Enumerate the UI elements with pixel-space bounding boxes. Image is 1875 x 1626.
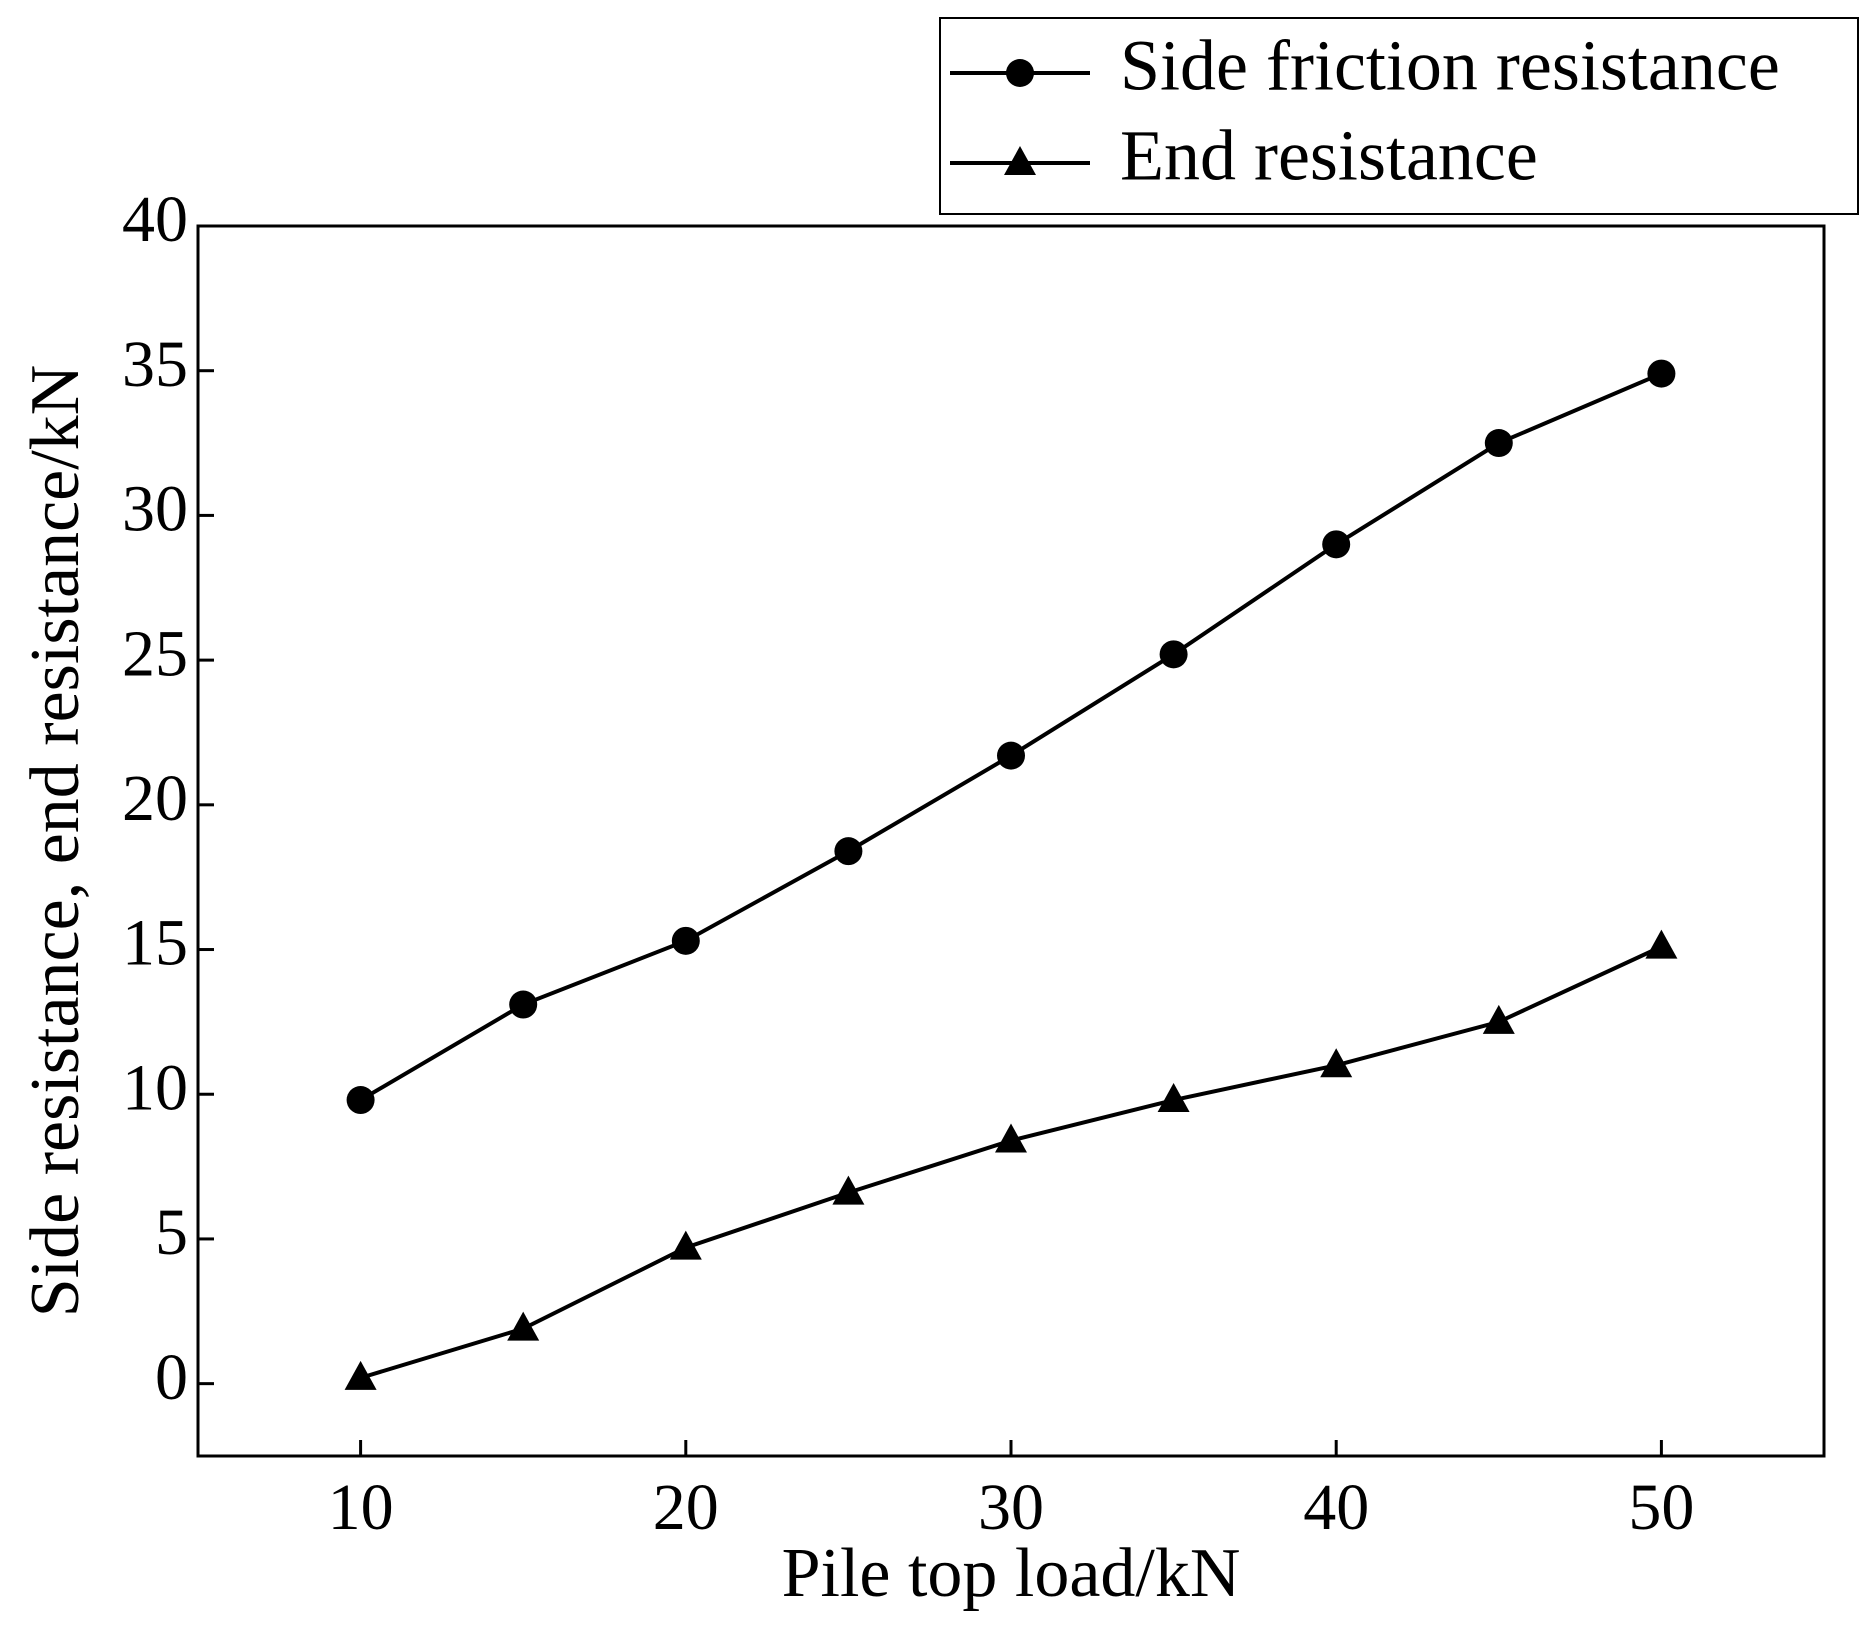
x-tick-label: 50 [1628, 1471, 1694, 1544]
marker [834, 837, 863, 866]
series-line [360, 944, 1663, 1380]
x-tick-label: 30 [978, 1471, 1044, 1544]
y-tick-label: 30 [122, 473, 188, 546]
legend-label: Side friction resistance [1120, 26, 1780, 106]
y-tick-label: 5 [155, 1196, 188, 1269]
y-tick-label: 25 [122, 617, 188, 690]
marker [669, 1230, 702, 1260]
marker [1159, 640, 1188, 669]
legend-marker [1006, 59, 1034, 87]
x-tick-label: 10 [328, 1471, 394, 1544]
marker [507, 1311, 540, 1341]
y-tick-label: 0 [155, 1341, 188, 1414]
marker [1322, 530, 1351, 559]
y-tick-label: 10 [122, 1051, 188, 1124]
marker [346, 1086, 375, 1115]
y-tick-label: 35 [122, 328, 188, 401]
marker [1645, 929, 1678, 959]
y-axis-title: Side resistance, end resistance/kN [17, 365, 94, 1317]
x-tick-label: 20 [653, 1471, 719, 1544]
y-tick-label: 15 [122, 907, 188, 980]
marker [995, 1123, 1027, 1153]
marker [1482, 1004, 1515, 1034]
marker [1157, 1083, 1190, 1113]
legend-box [939, 17, 1859, 215]
marker [997, 741, 1025, 770]
y-tick-label: 40 [122, 183, 188, 256]
legend-marker [1004, 146, 1036, 175]
x-axis-title: Pile top load/kN [782, 1535, 1241, 1612]
marker [344, 1360, 377, 1390]
y-tick-label: 20 [122, 762, 188, 835]
x-tick-label: 40 [1303, 1471, 1369, 1544]
marker [671, 926, 700, 955]
marker [509, 990, 538, 1019]
series-line [359, 371, 1663, 1102]
legend-label: End resistance [1120, 116, 1538, 196]
marker [1320, 1048, 1353, 1078]
marker [832, 1175, 865, 1205]
marker [1647, 359, 1676, 388]
marker [1484, 429, 1513, 458]
